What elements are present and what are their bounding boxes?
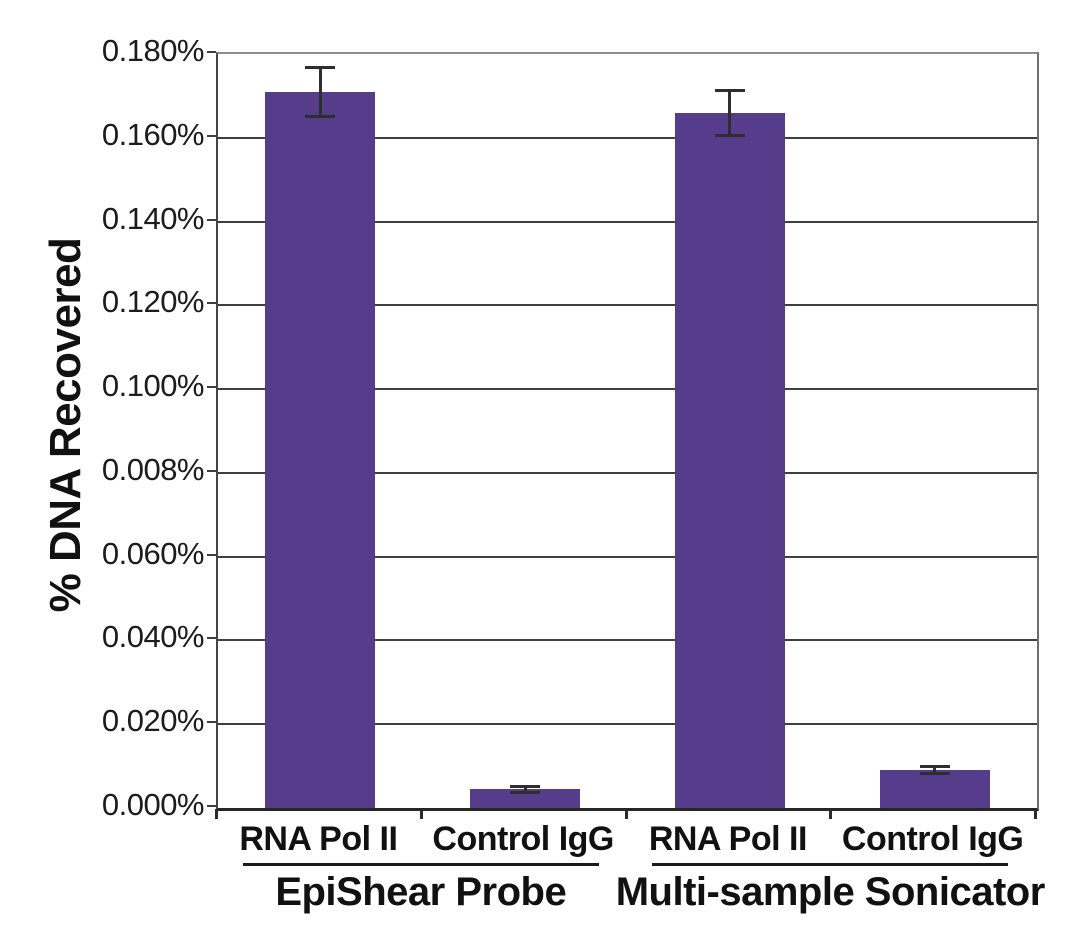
y-tick-mark <box>207 553 216 556</box>
error-bar-cap <box>919 765 950 769</box>
x-tick-mark <box>1034 809 1037 819</box>
error-bar-cap <box>919 772 950 776</box>
y-tick-label: 0.000% <box>101 787 205 822</box>
y-tick-mark <box>207 469 216 472</box>
error-bar-cap <box>714 88 745 92</box>
y-tick-label: 0.008% <box>101 451 205 487</box>
category-label: Control IgG <box>432 820 614 858</box>
gridline <box>218 220 1037 223</box>
x-tick-mark <box>624 809 628 819</box>
y-tick-label: 0.180% <box>101 33 205 68</box>
error-bar <box>728 89 732 136</box>
y-tick-label: 0.040% <box>101 619 205 655</box>
gridline <box>218 639 1037 642</box>
bar <box>470 789 581 808</box>
bar <box>265 91 376 808</box>
error-bar-cap <box>305 65 336 69</box>
bar <box>674 112 785 808</box>
y-tick-mark <box>207 134 216 137</box>
category-label: Control IgG <box>841 820 1024 858</box>
y-tick-label: 0.020% <box>101 703 205 739</box>
group-underline <box>242 863 599 866</box>
gridline <box>218 136 1037 139</box>
x-tick-mark <box>419 809 423 819</box>
y-tick-mark <box>207 302 216 305</box>
gridline <box>218 304 1037 307</box>
bar <box>879 770 990 808</box>
gridline <box>218 723 1037 726</box>
error-bar-cap <box>714 133 745 137</box>
group-label: Multi-sample Sonicator <box>615 870 1046 914</box>
category-label: RNA Pol II <box>239 820 398 858</box>
y-tick-label: 0.160% <box>101 116 205 152</box>
group-label: EpiShear Probe <box>275 870 567 914</box>
y-tick-mark <box>207 218 216 221</box>
y-tick-mark <box>207 51 216 53</box>
plot-area <box>216 52 1039 811</box>
group-underline <box>652 863 1009 866</box>
error-bar <box>523 785 527 793</box>
gridline <box>218 471 1037 474</box>
gridline <box>218 388 1037 391</box>
y-tick-label: 0.140% <box>101 200 205 236</box>
error-bar-cap <box>510 784 541 788</box>
error-bar-cap <box>305 114 336 118</box>
error-bar <box>933 766 937 775</box>
y-tick-mark <box>207 637 216 640</box>
y-tick-label: 0.120% <box>101 284 205 320</box>
y-tick-label: 0.060% <box>101 535 205 571</box>
y-tick-mark <box>207 805 216 807</box>
y-tick-label: 0.100% <box>101 368 205 404</box>
gridline <box>218 555 1037 558</box>
x-tick-mark <box>829 809 833 819</box>
category-label: RNA Pol II <box>648 820 808 858</box>
error-bar <box>318 66 322 117</box>
y-tick-mark <box>207 721 216 724</box>
y-tick-mark <box>207 386 216 389</box>
x-tick-mark <box>215 809 218 819</box>
error-bar-cap <box>510 790 541 794</box>
